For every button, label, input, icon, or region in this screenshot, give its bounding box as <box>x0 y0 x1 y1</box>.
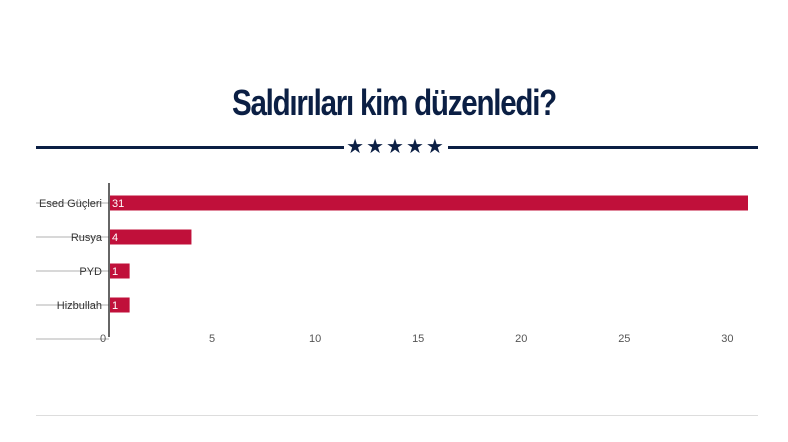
footer-rule <box>36 415 758 416</box>
data-label: 1 <box>112 300 118 312</box>
x-tick-label: 30 <box>721 333 733 345</box>
data-label: 31 <box>112 198 124 210</box>
category-label: PYD <box>79 266 102 278</box>
bar-chart: Esed Güçleri Rusya PYD Hizbullah 31 4 1 1 0 5 10… <box>36 183 748 345</box>
title-rule-left <box>36 146 344 149</box>
chart-title: Saldırıları kim düzenledi? <box>231 82 557 123</box>
x-tick-labels: 0 5 10 15 20 25 30 <box>100 333 734 345</box>
x-tick-label: 5 <box>209 333 215 345</box>
data-labels: 31 4 1 1 <box>112 198 124 312</box>
category-separators <box>36 202 109 340</box>
x-tick-label: 20 <box>515 333 527 345</box>
x-tick-label: 25 <box>618 333 630 345</box>
bar-2 <box>110 263 130 279</box>
bar-1 <box>110 229 192 245</box>
data-label: 4 <box>112 232 118 244</box>
title-rule-right <box>448 146 758 149</box>
category-label: Esed Güçleri <box>39 198 102 210</box>
bar-0 <box>110 195 748 211</box>
x-tick-label: 15 <box>412 333 424 345</box>
category-labels: Esed Güçleri Rusya PYD Hizbullah <box>39 198 103 312</box>
data-label: 1 <box>112 266 118 278</box>
x-tick-label: 0 <box>100 333 106 345</box>
bar-3 <box>110 297 130 313</box>
x-tick-label: 10 <box>309 333 321 345</box>
bars <box>110 195 748 313</box>
star-decoration-icon: ★★★★★ <box>346 134 446 158</box>
category-label: Hizbullah <box>57 300 102 312</box>
category-label: Rusya <box>71 232 103 244</box>
